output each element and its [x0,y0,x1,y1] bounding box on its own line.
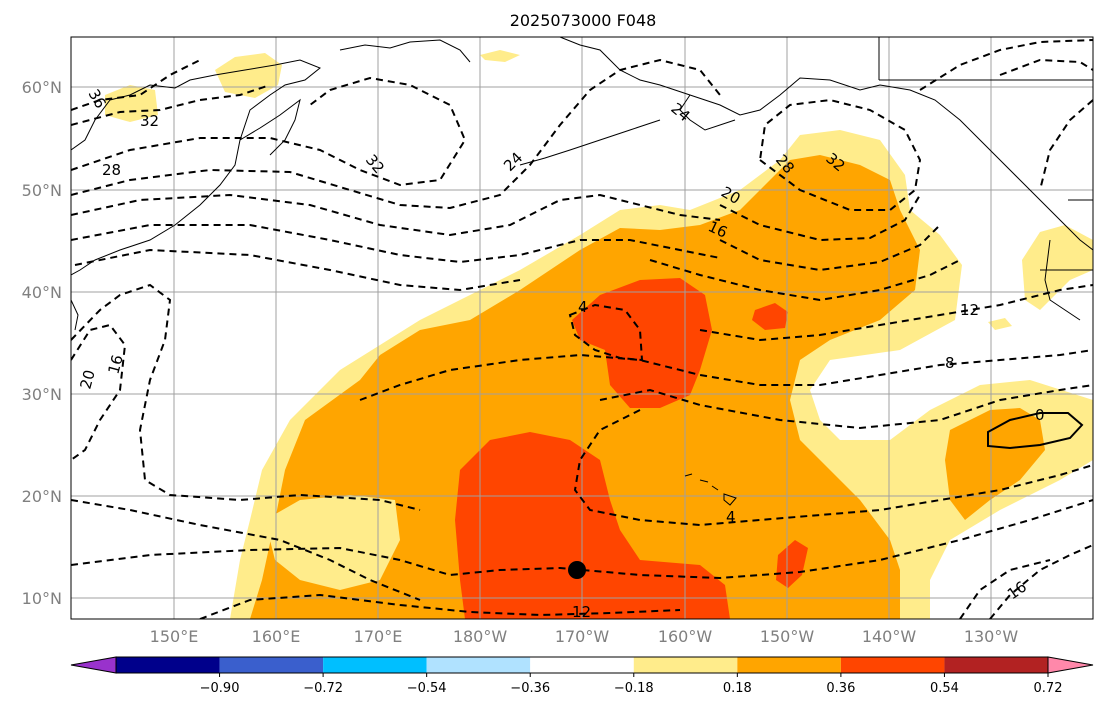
map-area: 36 32 28 32 24 24 28 32 20 16 12 8 0 4 4… [71,37,1093,621]
colorbar-frame [115,656,1049,674]
colorbar-segment [633,657,738,673]
contour-label: 4 [578,298,588,316]
lat-label: 60°N [22,78,62,97]
anomaly-fill-light-spot [822,133,852,148]
contour-label: 28 [102,161,121,179]
contour-label: 12 [960,301,979,319]
anomaly-fill-orange [250,155,920,619]
graticule [71,37,1093,619]
lon-label: 150°W [760,627,815,646]
longitude-axis: 150°E 160°E 170°E 180°W 170°W 160°W 150°… [150,627,1019,646]
lon-label: 140°W [862,627,917,646]
colorbar-segment [840,657,945,673]
colorbar-tick-label: 0.18 [723,681,752,696]
colorbar-tick-label: −0.18 [614,681,654,696]
colorbar-tick-label: 0.54 [930,681,959,696]
colorbar-segment [737,657,841,673]
storm-center-marker [568,561,586,579]
anomaly-fill-light-coast [1022,225,1093,310]
anomaly-fill-red-spot [776,540,808,588]
anomaly-fill-red [572,278,712,408]
lon-label: 160°W [658,627,713,646]
anomaly-fill-light-small [988,318,1012,330]
colorbar-segment [944,657,1048,673]
anomaly-fill-light-bering [480,50,520,62]
map-title: 2025073000 F048 [510,11,657,30]
lon-label: 160°E [252,627,301,646]
lon-label: 150°E [150,627,199,646]
colorbar-extend-high [1047,656,1094,674]
colorbar-segment [426,657,531,673]
lon-label: 170°W [555,627,610,646]
zero-contour [987,412,1084,450]
contour-label: 8 [945,354,955,372]
colorbar-tick-label: −0.36 [510,681,550,696]
lat-label: 50°N [22,181,62,200]
colorbar-tick-label: 0.72 [1034,681,1063,696]
colorbar-tick-label: −0.54 [407,681,447,696]
anomaly-fill-orange-east [945,408,1045,520]
lon-label: 180°W [453,627,508,646]
contour-label: 16 [104,353,126,376]
lat-label: 40°N [22,283,62,302]
contour-label: 32 [140,112,159,130]
lon-label: 170°E [354,627,403,646]
anomaly-fill-red-south [455,432,730,619]
anomaly-fill-red-small [752,303,788,330]
lat-label: 30°N [22,385,62,404]
lat-label: 10°N [22,589,62,608]
contour-label: 20 [76,368,98,391]
contour-label: 12 [572,603,591,621]
coastlines [71,37,1093,400]
lat-label: 20°N [22,487,62,506]
height-contours [71,39,1093,619]
colorbar-segment [323,657,427,673]
colorbar-tick-label: 0.36 [826,681,855,696]
latitude-axis: 60°N 50°N 40°N 30°N 20°N 10°N [22,78,62,608]
contour-label: 4 [726,508,736,526]
contour-label: 0 [1035,406,1045,424]
colorbar-extend-low [70,656,117,674]
map-frame [70,36,1094,620]
colorbar-segment [219,657,324,673]
hawaii-islands [684,473,737,506]
colorbar-segment [116,657,220,673]
colorbar-tick-label: −0.90 [200,681,240,696]
colorbar-segment [530,657,634,673]
anomaly-fill-gap [265,495,400,590]
lon-label: 130°W [964,627,1019,646]
colorbar: −0.90 −0.72 −0.54 −0.36 −0.18 0.18 0.36 0.54 0.7… [70,656,1094,696]
colorbar-tick-label: −0.72 [303,681,343,696]
